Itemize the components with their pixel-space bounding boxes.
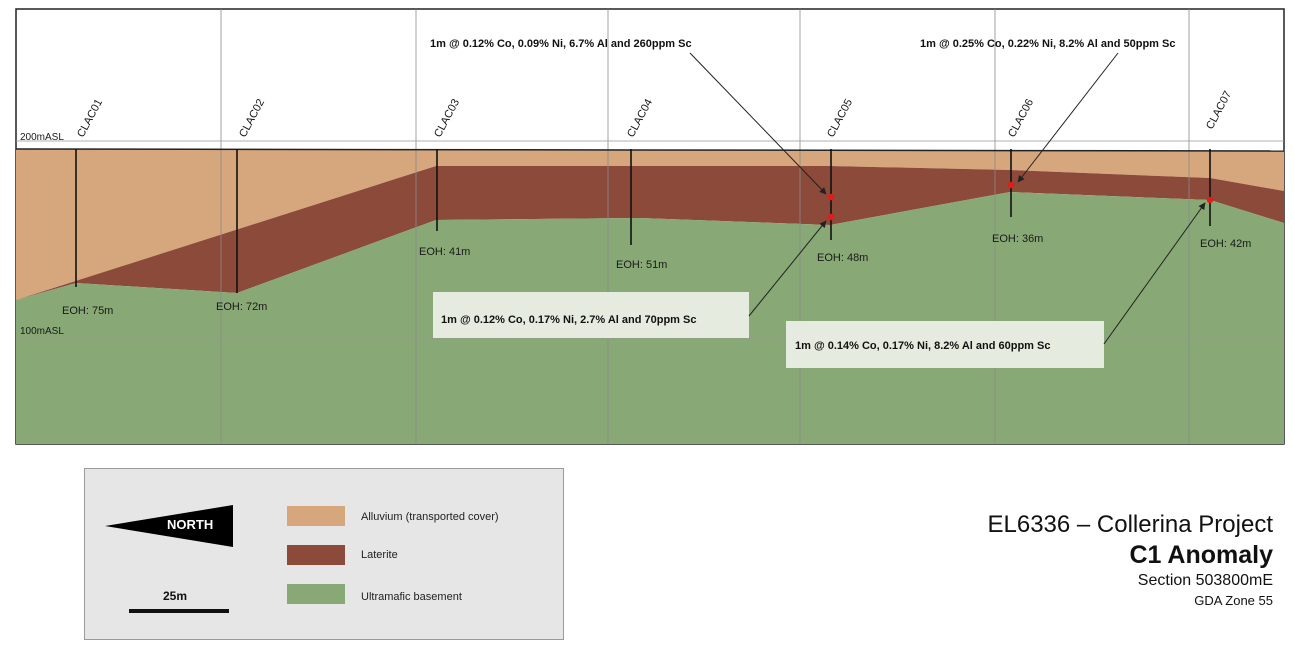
scale-bar: [129, 609, 229, 613]
legend-label-alluvium: Alluvium (transported cover): [361, 511, 499, 523]
callout-text: 1m @ 0.14% Co, 0.17% Ni, 8.2% Al and 60p…: [795, 340, 1050, 352]
eoh-label: EOH: 48m: [817, 252, 868, 264]
anomaly-title: C1 Anomaly: [1129, 541, 1273, 569]
north-label: NORTH: [167, 517, 214, 532]
project-title: EL6336 – Collerina Project: [987, 511, 1273, 538]
zone-label: GDA Zone 55: [1194, 593, 1273, 608]
elevation-label-100: 100mASL: [20, 326, 64, 337]
legend-swatch-laterite: [287, 545, 345, 565]
legend-label-basement: Ultramafic basement: [361, 591, 462, 603]
alluvium-layer: [16, 149, 1284, 300]
legend-swatch-basement: [287, 584, 345, 604]
title-block: EL6336 – Collerina Project C1 Anomaly Se…: [987, 510, 1273, 610]
cross-section-diagram: 200mASL 100mASL CLAC01 EOH: 75m CLAC02 E…: [15, 8, 1285, 445]
sample-intercept-marker[interactable]: [1206, 196, 1214, 204]
laterite-layer: [16, 166, 1284, 300]
eoh-label: EOH: 51m: [616, 259, 667, 271]
sample-intercept-marker[interactable]: [827, 213, 835, 221]
callout-arrows: [689, 52, 1206, 345]
elevation-label-200: 200mASL: [20, 132, 64, 143]
eoh-label: EOH: 36m: [992, 233, 1043, 245]
ground-surface-line: [15, 148, 1285, 152]
callout-box: [786, 321, 1104, 368]
callout-text: 1m @ 0.12% Co, 0.17% Ni, 2.7% Al and 70p…: [441, 314, 696, 326]
eoh-label: EOH: 72m: [216, 301, 267, 313]
legend-label-laterite: Laterite: [361, 549, 398, 561]
sample-intercept-marker[interactable]: [827, 193, 835, 201]
legend-swatch-alluvium: [287, 506, 345, 526]
section-label: Section 503800mE: [1137, 572, 1273, 589]
callout-arrow: [748, 220, 827, 317]
eoh-label: EOH: 75m: [62, 305, 113, 317]
callout-text: 1m @ 0.25% Co, 0.22% Ni, 8.2% Al and 50p…: [920, 38, 1175, 50]
eoh-label: EOH: 42m: [1200, 238, 1251, 250]
north-arrow-icon: [105, 505, 233, 547]
callout-arrow: [1017, 52, 1119, 183]
eoh-label: EOH: 41m: [419, 246, 470, 258]
callout-text: 1m @ 0.12% Co, 0.09% Ni, 6.7% Al and 260…: [430, 38, 692, 50]
legend: NORTH 25m Alluvium (transported cover) L…: [84, 468, 564, 640]
callout-arrow: [1103, 202, 1206, 345]
sample-intercept-marker[interactable]: [1007, 181, 1015, 189]
callout-box: [433, 292, 749, 338]
scale-bar-label: 25m: [163, 589, 188, 603]
callout-arrow: [689, 52, 827, 195]
